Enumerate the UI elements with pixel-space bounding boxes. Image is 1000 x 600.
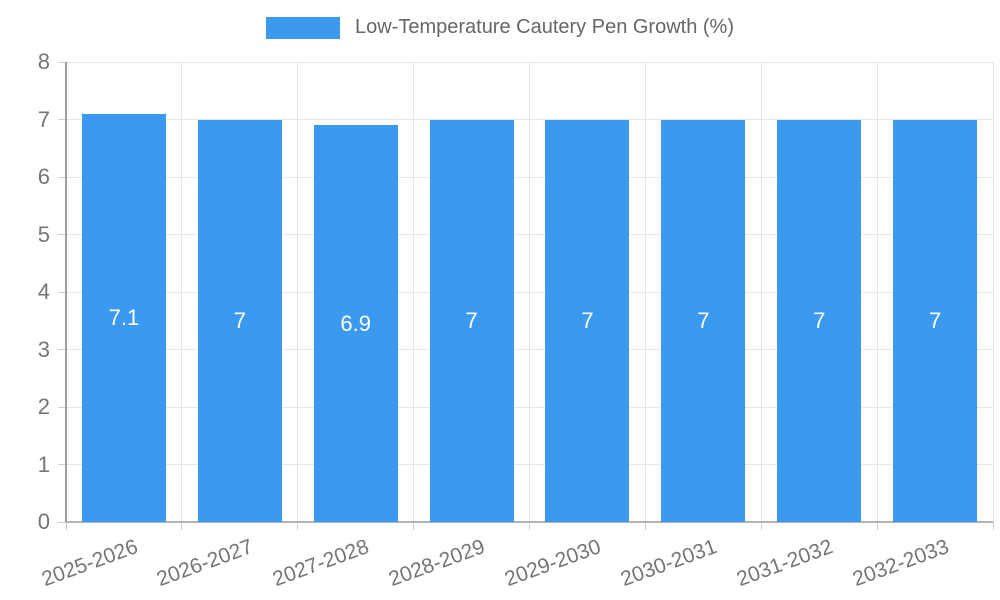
bar: [545, 119, 630, 522]
x-tick-label: 2027-2028: [269, 535, 373, 592]
x-tick-label: 2028-2029: [385, 535, 489, 592]
x-tick-mark: [181, 522, 183, 530]
gridline-v: [644, 62, 646, 522]
bar: [313, 125, 398, 522]
legend[interactable]: Low-Temperature Cautery Pen Growth (%): [0, 16, 1000, 39]
x-axis-line: [66, 521, 993, 523]
y-tick-label: 3: [37, 336, 50, 362]
bar: [893, 119, 978, 522]
x-tick-label: 2029-2030: [501, 535, 604, 592]
gridline-v: [876, 62, 878, 522]
gridline-v: [529, 62, 530, 522]
gridline-v: [181, 62, 183, 522]
bar: [777, 119, 862, 522]
y-tick-label: 1: [37, 451, 50, 477]
bar: [197, 119, 282, 522]
y-tick-mark: [58, 406, 66, 408]
gridline-v: [297, 62, 299, 522]
x-tick-label: 2031-2032: [733, 535, 836, 592]
y-tick-label: 2: [37, 394, 50, 419]
x-tick-mark: [644, 522, 646, 530]
y-tick-label: 7: [37, 106, 50, 132]
y-tick-mark: [58, 349, 66, 350]
legend-swatch: [265, 16, 340, 39]
x-tick-mark: [413, 522, 415, 530]
bar-value-label: 6.9: [340, 310, 371, 336]
y-axis-line: [65, 62, 67, 522]
x-tick-mark: [992, 522, 994, 530]
x-tick-label: 2030-2031: [617, 535, 720, 592]
bar-value-label: 7: [581, 307, 594, 333]
bar: [81, 113, 166, 522]
x-tick-label: 2025-2026: [38, 535, 141, 592]
y-tick-label: 5: [37, 221, 50, 247]
y-tick-mark: [58, 119, 66, 120]
y-tick-mark: [58, 521, 66, 523]
bar-value-label: 7: [928, 307, 942, 333]
y-tick-mark: [58, 61, 66, 63]
gridline-v: [760, 62, 762, 522]
y-tick-label: 0: [37, 509, 50, 534]
x-tick-mark: [529, 522, 530, 530]
x-tick-mark: [297, 522, 299, 530]
bar: [429, 119, 514, 522]
y-tick-label: 4: [37, 279, 50, 304]
y-tick-mark: [58, 464, 66, 465]
legend-label: Low-Temperature Cautery Pen Growth (%): [354, 16, 735, 38]
x-tick-label: 2032-2033: [849, 535, 952, 592]
bar-value-label: 7: [697, 307, 710, 333]
gridline-v: [413, 62, 415, 522]
gridline-v: [992, 62, 994, 522]
y-tick-mark: [58, 176, 66, 178]
x-tick-label: 2026-2027: [154, 535, 257, 592]
y-tick-label: 8: [37, 49, 50, 74]
x-tick-mark: [760, 522, 762, 530]
bar-value-label: 7: [465, 307, 478, 333]
y-tick-mark: [58, 291, 66, 293]
x-tick-mark: [876, 522, 878, 530]
bar-value-label: 7.1: [108, 304, 140, 330]
x-tick-mark: [65, 522, 67, 530]
bar: [661, 119, 746, 522]
bar-value-label: 7: [813, 307, 826, 333]
y-tick-label: 6: [37, 164, 50, 189]
y-tick-mark: [58, 234, 66, 235]
bar-value-label: 7: [233, 307, 246, 333]
